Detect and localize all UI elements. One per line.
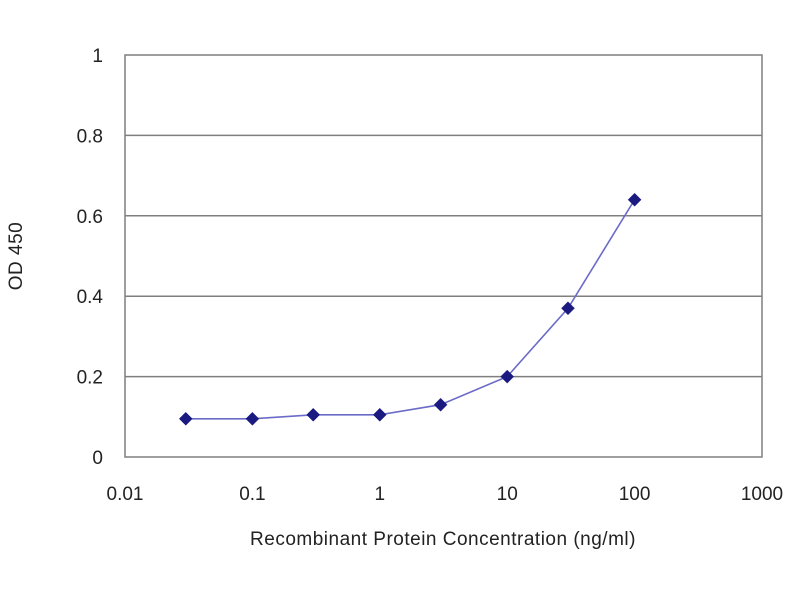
grid-lines: [125, 134, 762, 378]
y-axis-ticks: 0 0.2 0.4 0.6 0.8 1: [77, 46, 104, 469]
plot-area-frame: [124, 54, 763, 458]
y-tick-label: 0.2: [77, 368, 103, 389]
data-point-marker: [245, 411, 260, 426]
series-line: [185, 199, 636, 420]
data-point-marker: [372, 407, 387, 422]
x-tick-label: 10: [497, 484, 518, 505]
y-tick-label: 1: [92, 46, 103, 67]
data-point-marker: [306, 407, 321, 422]
data-point-marker: [627, 192, 642, 207]
x-tick-label: 0.1: [239, 484, 265, 505]
y-tick-label: 0.4: [77, 287, 104, 308]
data-point-marker: [561, 301, 575, 316]
x-tick-label: 1000: [741, 484, 783, 505]
data-series: [178, 192, 642, 426]
x-axis-ticks: 0.01 0.1 1 10 100 1000: [107, 484, 784, 505]
y-tick-label: 0.8: [77, 126, 103, 147]
y-tick-label: 0.6: [77, 207, 103, 228]
data-point-marker: [500, 369, 515, 384]
x-tick-label: 100: [619, 484, 651, 505]
data-point-marker: [433, 397, 448, 412]
x-tick-label: 1: [375, 484, 386, 505]
x-axis-title: Recombinant Protein Concentration (ng/ml…: [250, 529, 636, 550]
data-point-marker: [178, 411, 193, 426]
y-tick-label: 0: [92, 448, 103, 469]
x-tick-label: 0.01: [107, 484, 144, 505]
y-axis-title: OD 450: [6, 222, 27, 290]
